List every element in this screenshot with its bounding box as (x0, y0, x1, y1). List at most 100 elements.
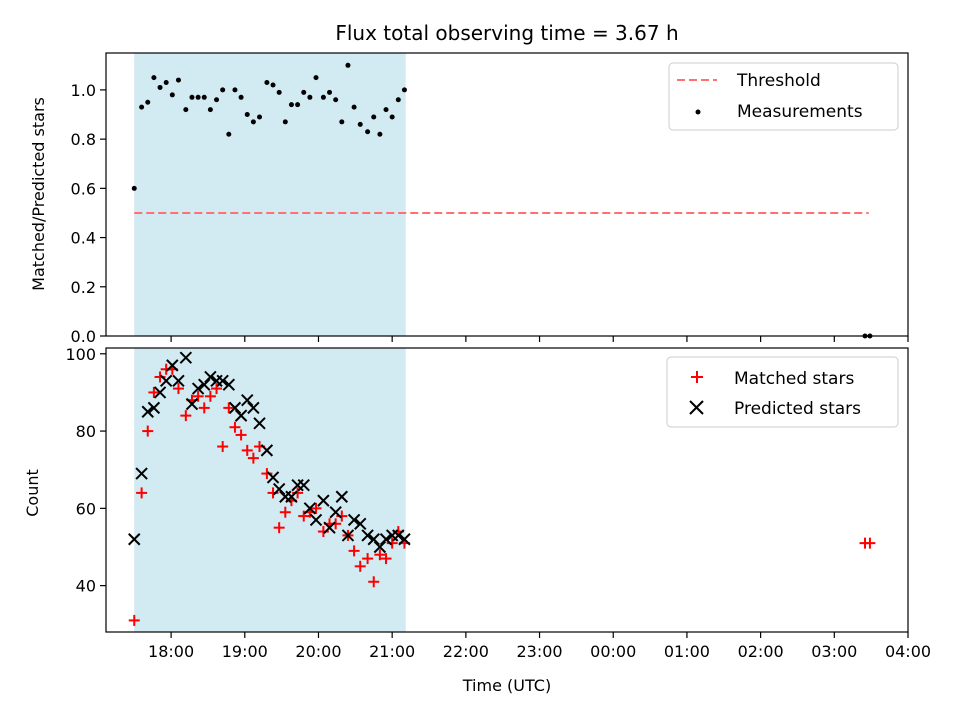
matched-star-point (348, 545, 360, 557)
matched-star-point (217, 441, 229, 453)
matched-star-point (247, 452, 259, 464)
chart-title: Flux total observing time = 3.67 h (335, 21, 678, 45)
predicted-stars-points (128, 351, 411, 554)
matched-star-point (374, 549, 386, 561)
predicted-star-point (141, 405, 154, 418)
matched-star-point (128, 614, 140, 626)
measurements-legend-marker (695, 109, 701, 115)
predicted-star-point (347, 513, 361, 527)
predicted-star-point (166, 359, 179, 372)
matched-star-point (180, 410, 192, 422)
predicted-star-point (297, 478, 310, 492)
measurement-point (351, 104, 357, 110)
predicted-star-point (135, 467, 148, 480)
top-legend: Threshold Measurements (668, 62, 899, 131)
matched-star-point (148, 386, 160, 398)
y-tick-label: 0.0 (71, 327, 96, 346)
measurement-point (183, 107, 189, 113)
measurement-point (244, 112, 250, 118)
y-tick-label: 1.0 (71, 81, 96, 100)
measurement-point (371, 114, 377, 120)
predicted-star-point (198, 378, 211, 391)
top-observing-window (134, 53, 406, 336)
top-plot-frame (105, 52, 909, 337)
matched-legend-marker (691, 371, 703, 383)
top-legend-box (668, 62, 899, 131)
matched-star-point (298, 510, 310, 522)
measurement-point (327, 89, 333, 95)
predicted-star-point (398, 533, 411, 546)
bottom-observing-window (134, 348, 406, 632)
measurement-point (189, 94, 195, 100)
x-tick-label: 03:00 (811, 642, 857, 661)
shaded-interval (134, 348, 406, 632)
predicted-star-point (335, 490, 349, 503)
predicted-star-point (266, 471, 280, 484)
measurement-point (320, 94, 326, 100)
predicted-star-point (392, 529, 405, 542)
measurement-point (395, 97, 401, 103)
x-tick-label: 23:00 (516, 642, 562, 661)
x-tick-label: 21:00 (369, 642, 415, 661)
predicted-star-point (247, 401, 260, 415)
matched-star-point (172, 383, 184, 395)
matched-star-point (229, 421, 241, 433)
predicted-star-point (303, 502, 317, 515)
matched-star-point (279, 506, 291, 518)
matched-star-point (273, 522, 285, 534)
predicted-star-point (309, 513, 323, 527)
predicted-star-point (172, 374, 185, 388)
measurement-point (207, 107, 213, 113)
y-tick-label: 0.2 (71, 278, 96, 297)
measurement-point (357, 121, 363, 127)
bottom-plot-frame (105, 347, 909, 633)
measurement-point (175, 77, 181, 83)
predicted-star-point (354, 517, 367, 531)
measurement-point (282, 119, 288, 125)
predicted-star-point (260, 444, 274, 457)
predicted-star-point (329, 506, 342, 519)
predicted-star-point (216, 374, 229, 388)
measurement-point (301, 89, 307, 95)
x-axis-label: Time (UTC) (462, 676, 551, 695)
measurement-point (401, 87, 407, 93)
measurement-point (257, 114, 263, 120)
matched-star-point (142, 425, 154, 437)
predicted-star-point (153, 386, 167, 399)
predicted-star-point (228, 401, 242, 415)
x-tick-label: 18:00 (148, 642, 194, 661)
y-tick-label: 80 (76, 422, 96, 441)
bottom-y-axis-label: Count (23, 469, 42, 517)
predicted-legend-marker (689, 400, 704, 415)
measurement-point (232, 87, 238, 93)
y-tick-label: 0.6 (71, 179, 96, 198)
measurement-point (226, 131, 232, 137)
matched-star-point (204, 390, 216, 402)
matched-star-point (241, 444, 253, 456)
matched-star-point (235, 429, 247, 441)
measurement-point (131, 185, 137, 191)
x-tick-label: 02:00 (738, 642, 784, 661)
matched-star-point (223, 402, 235, 414)
predicted-legend-label: Predicted stars (734, 399, 861, 419)
matched-star-point (368, 576, 380, 588)
predicted-star-point (341, 529, 355, 542)
predicted-star-point (379, 533, 393, 546)
matched-star-point (211, 383, 223, 395)
top-x-axis-ticks (170, 336, 909, 342)
measurement-point (383, 107, 389, 113)
measurement-point (345, 62, 351, 68)
predicted-star-point (253, 417, 266, 430)
predicted-star-point (323, 521, 336, 534)
predicted-star-point (191, 382, 205, 395)
measurement-point (365, 129, 371, 135)
measurement-point (270, 82, 276, 88)
measurement-point (389, 114, 395, 120)
measurement-point (333, 97, 339, 103)
predicted-star-point (317, 494, 330, 507)
top-y-axis: 0.0 0.2 0.4 0.6 0.8 1.0 (71, 81, 106, 346)
predicted-star-point (204, 370, 217, 384)
y-tick-label: 0.8 (71, 130, 96, 149)
predicted-star-point (159, 374, 173, 388)
